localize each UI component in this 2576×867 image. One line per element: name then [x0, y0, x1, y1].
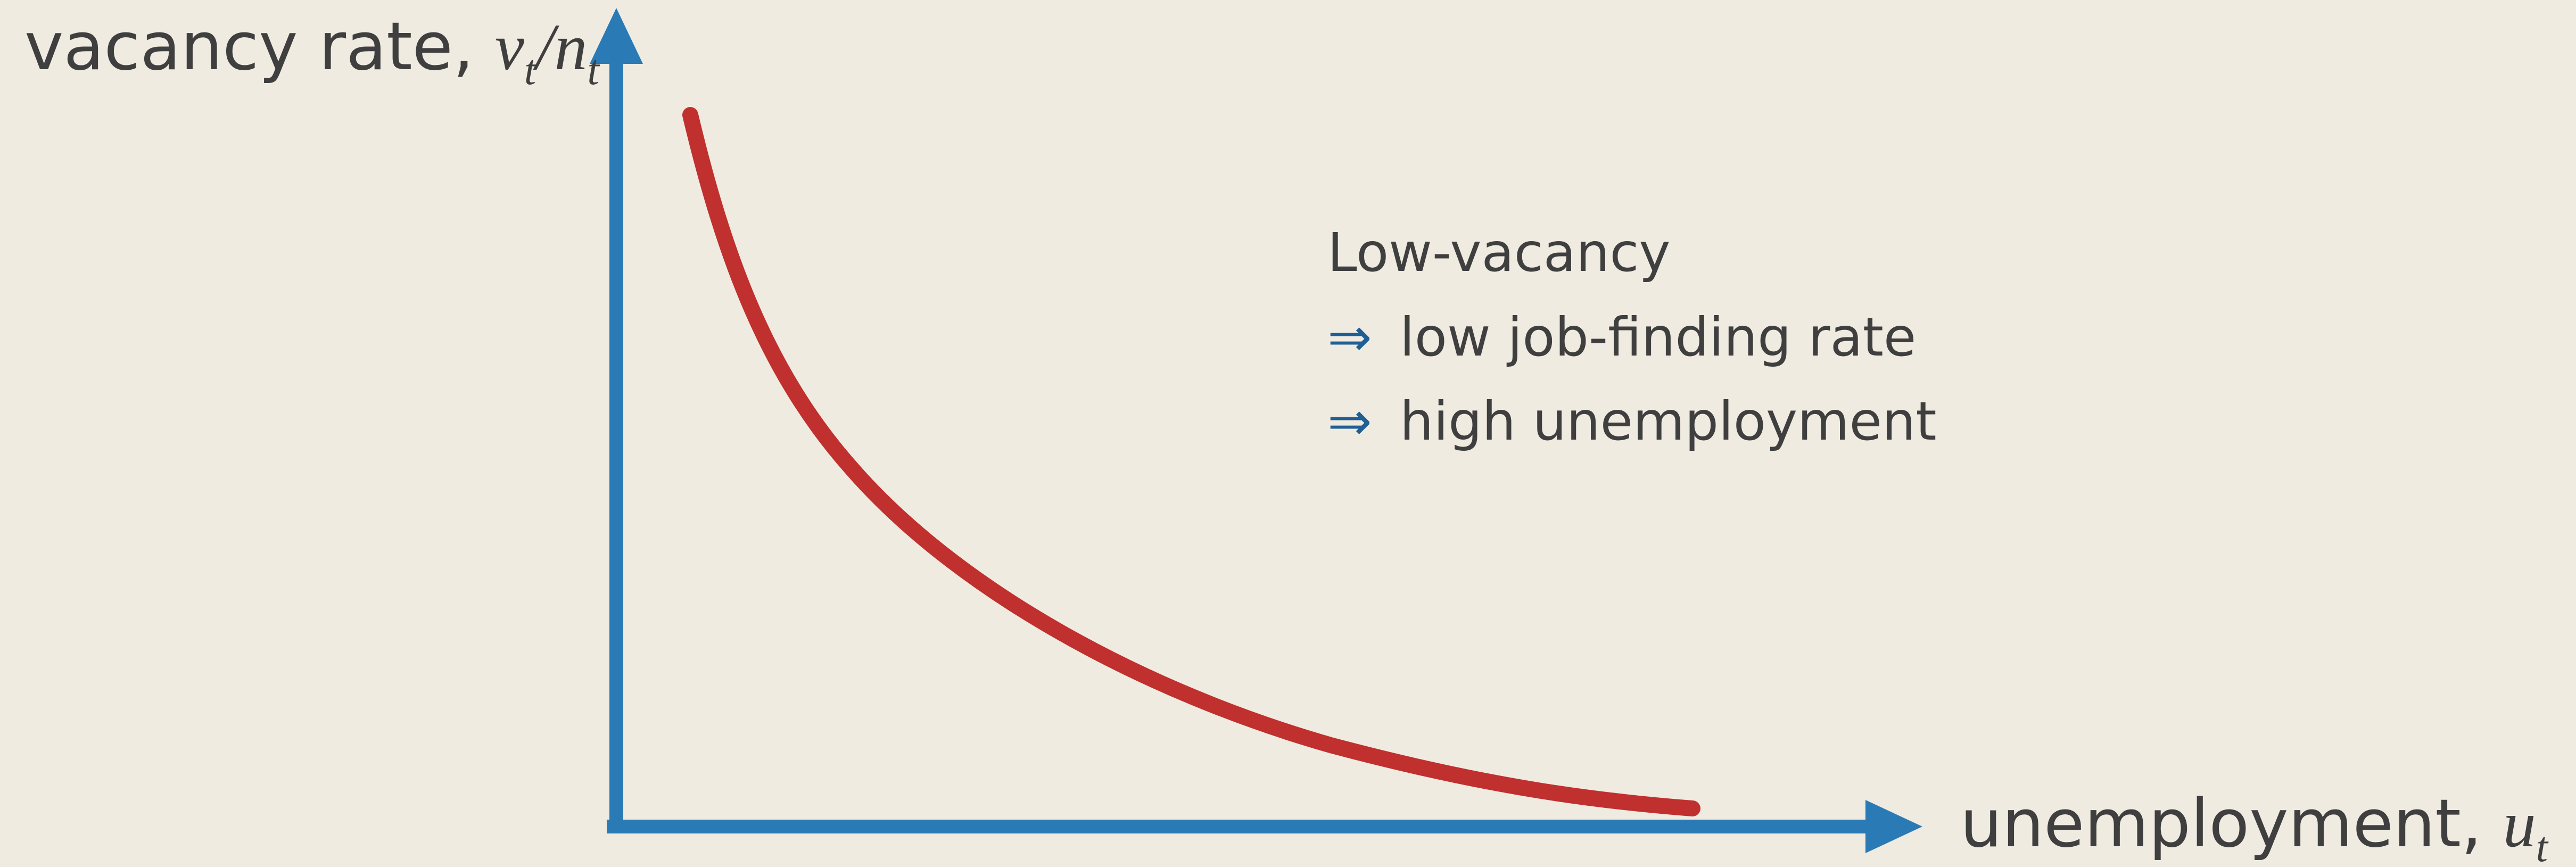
label-var: u: [2503, 788, 2536, 861]
implies-arrow: ⇒: [1327, 306, 1372, 368]
label-text: unemployment,: [1960, 786, 2503, 862]
label-var: v: [495, 11, 525, 84]
label-sub: t: [2536, 824, 2549, 867]
annotation-line: Low-vacancy: [1327, 221, 1671, 284]
y-axis-label: vacancy rate, vt/nt: [24, 9, 600, 94]
x-axis-label: unemployment, ut: [1960, 786, 2549, 867]
y-axis-arrow: [590, 8, 643, 64]
beveridge-curve: [682, 107, 1700, 816]
label-sub: t: [524, 47, 537, 94]
label-denom: n: [555, 11, 588, 84]
annotation: Low-vacancy ⇒ low job-finding rate ⇒ high un…: [1327, 221, 1937, 452]
label-denom-sub: t: [588, 47, 600, 94]
annotation-line: low job-finding rate: [1400, 306, 1916, 368]
label-text: vacancy rate,: [24, 9, 495, 85]
implies-arrow: ⇒: [1327, 390, 1372, 452]
annotation-line: high unemployment: [1400, 390, 1937, 452]
x-axis-arrow: [1865, 800, 1922, 853]
